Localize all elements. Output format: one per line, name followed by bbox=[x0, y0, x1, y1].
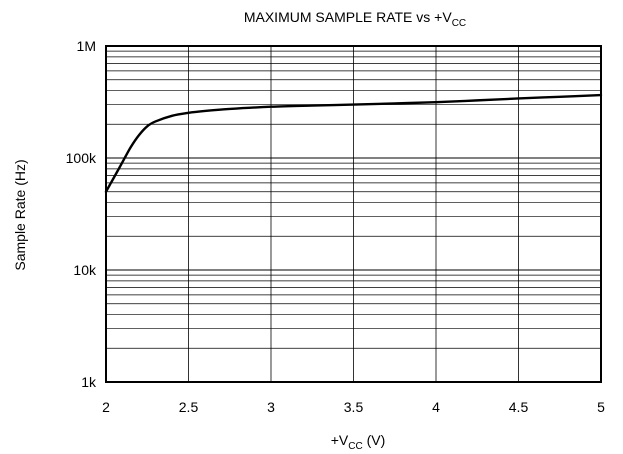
chart-title-main: MAXIMUM SAMPLE RATE vs +V bbox=[244, 9, 452, 25]
x-tick-label: 3 bbox=[267, 399, 275, 415]
x-tick-label: 4.5 bbox=[509, 399, 529, 415]
y-axis-label: Sample Rate (Hz) bbox=[12, 159, 28, 270]
x-tick-label: 2.5 bbox=[179, 399, 199, 415]
x-tick-label: 3.5 bbox=[344, 399, 364, 415]
y-tick-label: 100k bbox=[66, 150, 97, 166]
x-axis-label-prefix: +V bbox=[331, 432, 349, 448]
y-tick-label: 10k bbox=[73, 262, 97, 278]
x-tick-label: 4 bbox=[432, 399, 440, 415]
chart-title-subscript: CC bbox=[452, 18, 466, 29]
y-tick-label: 1M bbox=[77, 38, 96, 54]
x-tick-label: 5 bbox=[597, 399, 605, 415]
x-axis-label-subscript: CC bbox=[348, 441, 362, 452]
grid-lines bbox=[105, 46, 602, 383]
plot-frame bbox=[105, 45, 602, 383]
y-tick-label: 1k bbox=[81, 374, 97, 390]
x-tick-label: 2 bbox=[102, 399, 110, 415]
x-axis-tick-labels: 2 2.5 3 3.5 4 4.5 5 bbox=[102, 399, 605, 415]
data-series bbox=[104, 93, 603, 193]
chart-title: MAXIMUM SAMPLE RATE vs +VCC bbox=[244, 9, 466, 29]
series-line bbox=[104, 93, 603, 193]
x-axis-label-suffix: (V) bbox=[363, 432, 386, 448]
x-axis-label: +VCC (V) bbox=[331, 432, 386, 452]
y-axis-tick-labels: 1k 10k 100k 1M bbox=[66, 38, 97, 390]
